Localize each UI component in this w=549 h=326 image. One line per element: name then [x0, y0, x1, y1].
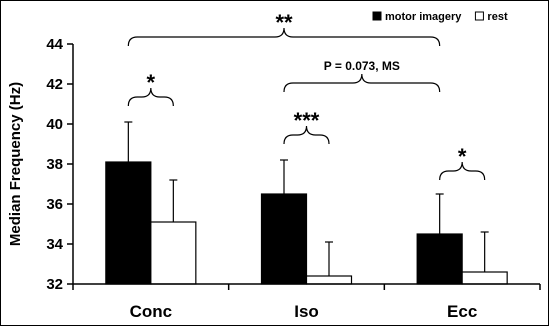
bar: [416, 233, 463, 285]
y-tick-label: 44: [46, 36, 63, 53]
significance-label: P = 0.073, MS: [324, 59, 400, 73]
y-tick-label: 42: [46, 76, 63, 93]
significance-label: *: [147, 70, 156, 95]
significance-brace: [439, 161, 486, 181]
legend-swatch: [372, 11, 382, 21]
significance-brace: [283, 73, 441, 93]
x-category-label: Iso: [294, 302, 319, 321]
significance-brace: [283, 125, 330, 145]
y-tick-label: 32: [46, 276, 63, 293]
y-tick-label: 38: [46, 156, 63, 173]
bar: [260, 193, 308, 285]
y-axis-title: Median Frequency (Hz): [7, 82, 24, 246]
y-tick-label: 36: [46, 196, 63, 213]
legend-label: motor imagery: [385, 11, 462, 23]
x-category-label: Ecc: [447, 302, 477, 321]
significance-brace: [127, 27, 441, 47]
significance-label: ***: [294, 108, 320, 133]
y-tick-label: 40: [46, 116, 63, 133]
bar: [150, 221, 197, 285]
significance-label: *: [458, 144, 467, 169]
x-category-label: Conc: [130, 302, 173, 321]
y-tick-label: 34: [46, 236, 63, 253]
bar: [105, 161, 152, 285]
legend-swatch: [474, 11, 484, 21]
bar: [305, 275, 353, 285]
legend-label: rest: [487, 11, 508, 23]
significance-brace: [127, 87, 174, 107]
significance-label: **: [275, 10, 293, 35]
bar: [461, 271, 508, 285]
